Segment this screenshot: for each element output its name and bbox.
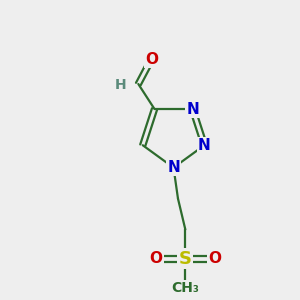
- Text: CH₃: CH₃: [171, 281, 199, 295]
- Text: O: O: [145, 52, 158, 67]
- Text: N: N: [167, 160, 180, 175]
- Text: S: S: [179, 250, 192, 268]
- Text: H: H: [115, 79, 127, 92]
- Text: O: O: [208, 251, 221, 266]
- Text: O: O: [149, 251, 162, 266]
- Text: N: N: [186, 101, 199, 116]
- Text: N: N: [198, 138, 211, 153]
